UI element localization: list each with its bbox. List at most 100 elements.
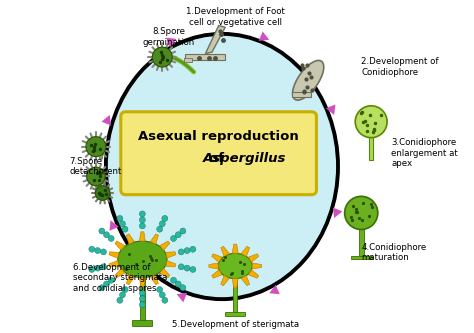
Circle shape: [87, 167, 105, 186]
Text: 5.Development of sterigmata: 5.Development of sterigmata: [172, 320, 299, 329]
Polygon shape: [221, 275, 229, 286]
Polygon shape: [109, 260, 119, 267]
Circle shape: [117, 215, 123, 221]
Circle shape: [152, 47, 172, 67]
Polygon shape: [166, 38, 177, 47]
Text: 4.Conidiophore
maturation: 4.Conidiophore maturation: [361, 243, 427, 262]
Polygon shape: [150, 234, 158, 244]
Polygon shape: [177, 293, 187, 302]
Circle shape: [95, 186, 110, 200]
Circle shape: [139, 296, 146, 302]
Circle shape: [159, 292, 165, 298]
Bar: [184, 58, 192, 62]
Bar: [351, 256, 372, 259]
Bar: [99, 150, 102, 158]
Bar: [225, 312, 245, 316]
Circle shape: [119, 292, 126, 298]
Bar: [233, 269, 237, 312]
Polygon shape: [109, 220, 119, 231]
Text: 2.Development of
Conidiophore: 2.Development of Conidiophore: [361, 57, 439, 77]
Polygon shape: [115, 268, 125, 278]
Circle shape: [180, 228, 186, 234]
Polygon shape: [109, 252, 119, 258]
Polygon shape: [252, 263, 262, 269]
Circle shape: [108, 235, 114, 241]
Ellipse shape: [118, 241, 167, 278]
Circle shape: [122, 286, 128, 292]
Circle shape: [95, 265, 100, 271]
Text: 1.Development of Foot
cell or vegetative cell: 1.Development of Foot cell or vegetative…: [186, 7, 285, 27]
Circle shape: [99, 285, 105, 291]
Polygon shape: [209, 263, 218, 269]
Polygon shape: [259, 32, 269, 41]
Circle shape: [86, 137, 106, 157]
Circle shape: [159, 221, 165, 227]
Polygon shape: [126, 234, 134, 244]
Polygon shape: [139, 232, 146, 241]
Polygon shape: [166, 252, 176, 258]
Polygon shape: [139, 278, 146, 287]
Bar: [185, 54, 225, 60]
Polygon shape: [160, 241, 170, 250]
Circle shape: [175, 232, 181, 238]
Polygon shape: [232, 279, 238, 288]
Text: 8.Spore
germination: 8.Spore germination: [143, 27, 195, 47]
Circle shape: [103, 281, 109, 287]
Polygon shape: [333, 207, 342, 218]
Polygon shape: [212, 270, 222, 278]
Circle shape: [162, 297, 168, 303]
Polygon shape: [166, 260, 176, 267]
Bar: [292, 92, 311, 97]
Circle shape: [99, 228, 105, 234]
Circle shape: [89, 246, 95, 252]
Circle shape: [139, 290, 146, 296]
Circle shape: [139, 302, 146, 308]
Bar: [359, 219, 364, 256]
Circle shape: [117, 297, 123, 303]
FancyBboxPatch shape: [121, 112, 317, 195]
Circle shape: [157, 286, 163, 292]
Circle shape: [190, 246, 196, 252]
Polygon shape: [150, 274, 158, 285]
Polygon shape: [326, 105, 336, 115]
Text: 7.Spore
detachment: 7.Spore detachment: [69, 157, 122, 176]
Circle shape: [162, 215, 168, 221]
Polygon shape: [115, 241, 125, 250]
Bar: [140, 264, 145, 320]
Polygon shape: [241, 275, 250, 286]
Circle shape: [178, 264, 184, 270]
Circle shape: [345, 196, 378, 229]
Text: 3.Conidiophore
enlargement at
apex: 3.Conidiophore enlargement at apex: [391, 138, 458, 168]
Circle shape: [180, 285, 186, 291]
Polygon shape: [269, 285, 280, 294]
Polygon shape: [232, 244, 238, 253]
Circle shape: [178, 249, 184, 255]
Polygon shape: [160, 268, 170, 278]
Circle shape: [175, 281, 181, 287]
Circle shape: [89, 266, 95, 272]
Text: 6.Development of
secondary sterigmata
and conidial spores: 6.Development of secondary sterigmata an…: [73, 263, 167, 292]
Text: Asexual reproduction: Asexual reproduction: [138, 130, 299, 143]
Ellipse shape: [292, 60, 324, 100]
Circle shape: [184, 265, 190, 271]
Text: Aspergillus: Aspergillus: [203, 152, 286, 165]
Ellipse shape: [218, 253, 252, 279]
Polygon shape: [241, 246, 250, 256]
Ellipse shape: [106, 34, 338, 299]
Circle shape: [139, 223, 146, 229]
Bar: [132, 320, 152, 326]
Circle shape: [122, 226, 128, 232]
Circle shape: [190, 266, 196, 272]
Circle shape: [103, 232, 109, 238]
Bar: [368, 127, 374, 135]
Circle shape: [95, 248, 100, 253]
Circle shape: [184, 248, 190, 253]
Polygon shape: [221, 246, 229, 256]
Circle shape: [355, 106, 387, 138]
Circle shape: [108, 277, 114, 283]
Polygon shape: [126, 274, 134, 285]
Circle shape: [139, 211, 146, 217]
Text: of: of: [209, 152, 228, 165]
Polygon shape: [205, 26, 225, 54]
Polygon shape: [248, 270, 259, 278]
